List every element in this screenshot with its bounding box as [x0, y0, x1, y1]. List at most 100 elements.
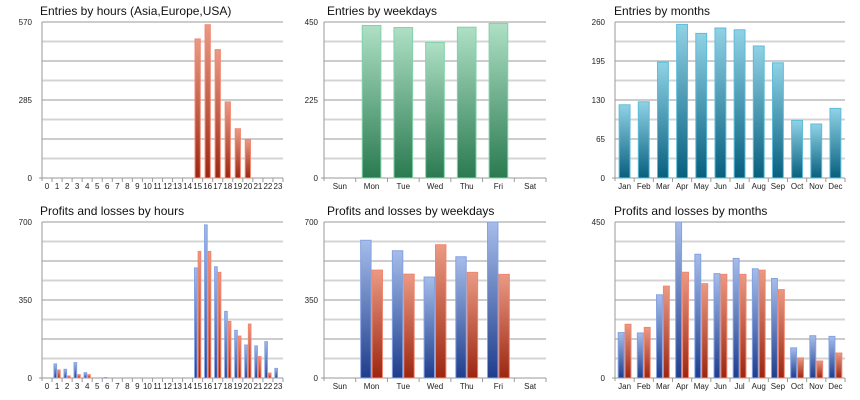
x-tick-label: Sat [524, 182, 537, 191]
chart-title: Profits and losses by hours [40, 204, 184, 218]
bar-losses-jun [720, 273, 728, 379]
x-tick-label: 10 [143, 382, 152, 391]
bar-profits-1 [53, 363, 58, 379]
bar-losses-dec [835, 352, 843, 379]
x-tick-label: 7 [115, 382, 120, 391]
x-tick-label: 19 [233, 382, 242, 391]
y-tick-label: 450 [592, 218, 606, 227]
x-tick-label: 12 [163, 382, 172, 391]
x-tick-label: 16 [203, 382, 212, 391]
x-tick-label: Jul [734, 182, 744, 191]
bar-entries-dec [829, 107, 842, 179]
bar-entries-tue [393, 27, 414, 179]
chart-pl-weekdays: Profits and losses by weekdays 0 350 700 Su… [305, 204, 547, 391]
bar-entries-nov [810, 123, 823, 179]
x-tick-label: 8 [125, 182, 130, 191]
x-tick-label: 15 [193, 182, 202, 191]
x-tick-label: Oct [791, 182, 804, 191]
bar-entries-jan [618, 104, 631, 179]
x-tick-label: 2 [65, 382, 70, 391]
bar-entries-feb [637, 101, 650, 179]
bar-profits-mar [656, 294, 663, 379]
x-tick-label: 4 [85, 382, 90, 391]
x-tick-label: Fri [494, 182, 504, 191]
chart-entries-months: Entries by months 0 65 130 195 260 Jan Feb Mar A… [592, 4, 846, 191]
bar-profits-jun [713, 273, 721, 379]
bar-profits-oct [790, 347, 798, 379]
x-tick-label: 13 [173, 182, 182, 191]
x-tick-label: 2 [65, 182, 70, 191]
bar-entries-15 [194, 38, 201, 179]
y-tick-label: 195 [592, 57, 606, 66]
bar-entries-18 [224, 101, 231, 179]
bar-losses-17 [217, 271, 222, 379]
bar-profits-4 [83, 372, 88, 379]
chart-title: Entries by weekdays [327, 4, 437, 18]
x-tick-label: Jan [618, 182, 631, 191]
bar-losses-15 [197, 250, 202, 379]
x-tick-label: 7 [115, 182, 120, 191]
bar-entries-mon [361, 24, 382, 179]
bar-profits-15 [194, 267, 198, 379]
x-tick-label: 23 [274, 382, 283, 391]
bar-profits-21 [254, 345, 258, 379]
x-tick-label: Apr [676, 382, 689, 391]
bar-entries-mar [656, 61, 669, 179]
x-tick-label: 14 [183, 182, 192, 191]
x-tick-label: 14 [183, 382, 192, 391]
x-tick-label: 20 [243, 182, 252, 191]
x-tick-label: 3 [75, 182, 80, 191]
bar-losses-tue [403, 273, 415, 379]
x-tick-label: 22 [263, 182, 272, 191]
bar-entries-may [695, 32, 708, 179]
bar-losses-22 [267, 372, 272, 379]
y-tick-label: 225 [305, 96, 319, 105]
bar-losses-18 [227, 320, 232, 379]
x-tick-label: Fri [494, 382, 504, 391]
bar-entries-aug [752, 45, 765, 179]
x-tick-label: May [694, 182, 709, 191]
x-tick-label: 12 [163, 182, 172, 191]
x-tick-label: Jul [734, 382, 744, 391]
bar-entries-fri [488, 22, 509, 179]
x-tick-label: Mon [364, 182, 380, 191]
x-tick-label: 0 [45, 382, 50, 391]
y-tick-label: 700 [19, 218, 33, 227]
bar-profits-dec [828, 335, 836, 379]
bar-losses-1 [57, 369, 61, 379]
bar-entries-apr [676, 23, 689, 179]
chart-entries-hours: Entries by hours (Asia,Europe,USA) 02855… [19, 4, 284, 191]
bar-losses-feb [643, 326, 651, 379]
bar-entries-19 [234, 128, 241, 179]
x-tick-label: Dec [828, 182, 842, 191]
bar-losses-20 [247, 323, 252, 379]
y-tick-label: 350 [305, 296, 319, 305]
bar-profits-3 [73, 362, 78, 379]
chart-pl-months: Profits and losses by months 0 450 Jan Feb M… [592, 204, 846, 391]
bar-losses-21 [257, 356, 262, 379]
bar-losses-3 [77, 374, 81, 379]
bar-profits-wed [423, 276, 435, 379]
x-tick-label: 19 [233, 182, 242, 191]
bar-profits-tue [391, 250, 404, 379]
bar-profits-6 [103, 377, 108, 379]
x-tick-label: 17 [213, 382, 222, 391]
x-tick-label: Sat [524, 382, 537, 391]
bar-entries-wed [425, 41, 445, 179]
x-tick-label: Nov [809, 382, 823, 391]
y-tick-label: 570 [19, 18, 33, 27]
bar-profits-20 [244, 344, 248, 379]
bar-profits-may [694, 253, 702, 379]
x-tick-label: Oct [791, 382, 804, 391]
x-tick-label: 0 [45, 182, 50, 191]
x-tick-label: Mon [364, 382, 380, 391]
bar-losses-2 [67, 375, 71, 379]
x-tick-label: 23 [274, 182, 283, 191]
bar-entries-sep [771, 62, 784, 179]
x-tick-label: 3 [75, 382, 80, 391]
bar-losses-mon [371, 269, 383, 379]
x-tick-label: 21 [253, 182, 262, 191]
y-tick-label: 350 [19, 296, 33, 305]
x-tick-label: 21 [253, 382, 262, 391]
x-tick-label: Apr [676, 182, 689, 191]
